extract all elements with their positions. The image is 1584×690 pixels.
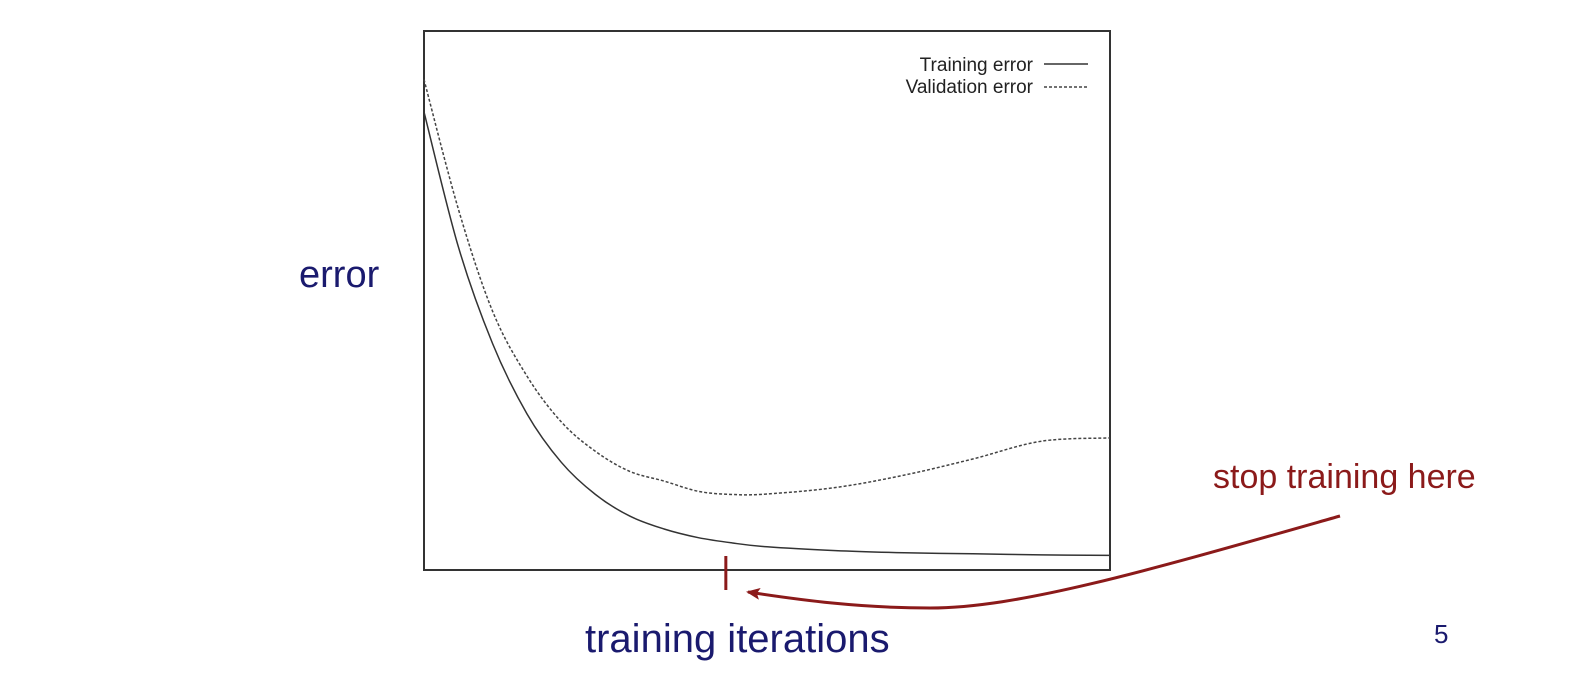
series-layer (423, 79, 1111, 557)
legend-label-training: Training error (920, 55, 1034, 76)
training-error-line (423, 111, 1111, 557)
page-number: 5 (1434, 619, 1449, 649)
legend-label-validation: Validation error (906, 77, 1034, 98)
plot-frame (423, 30, 1111, 571)
legend: Training error Validation error (906, 55, 1088, 98)
stop-training-annotation: stop training here (1213, 458, 1476, 496)
stop-arrow (746, 514, 1341, 610)
y-axis-label: error (299, 254, 380, 296)
validation-error-line (423, 79, 1111, 496)
x-axis-label: training iterations (585, 617, 890, 661)
